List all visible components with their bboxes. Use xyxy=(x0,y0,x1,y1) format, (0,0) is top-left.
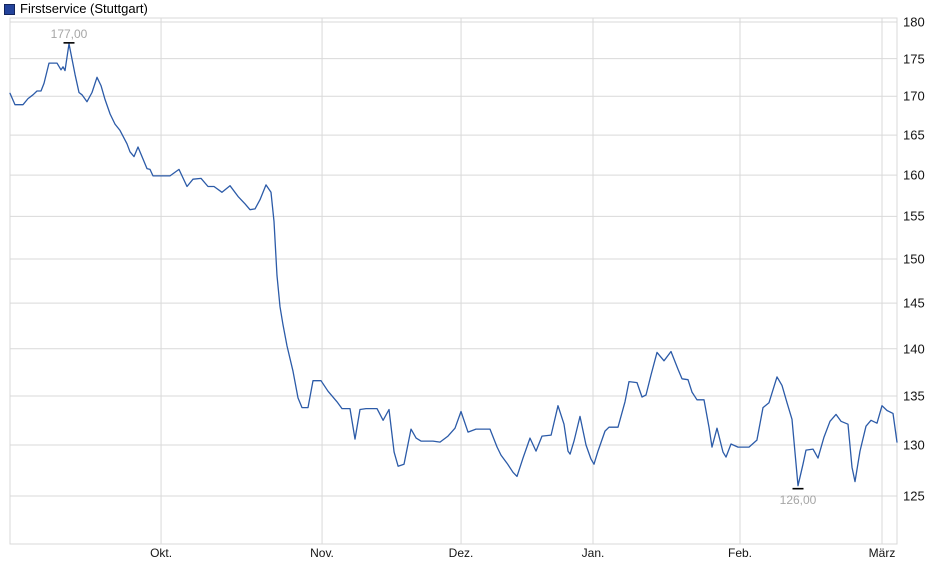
y-tick-label: 175 xyxy=(903,51,925,67)
y-tick-label: 150 xyxy=(903,251,925,267)
high-annotation: 177,00 xyxy=(50,26,88,41)
y-tick-label: 135 xyxy=(903,388,925,404)
x-tick-label: Okt. xyxy=(150,546,173,560)
y-tick-label: 140 xyxy=(903,341,925,357)
price-polyline xyxy=(9,43,898,487)
y-tick-label: 145 xyxy=(903,295,925,311)
legend: Firstservice (Stuttgart) xyxy=(4,2,148,16)
x-tick-label: Dez. xyxy=(448,546,474,560)
y-tick-label: 170 xyxy=(903,88,925,104)
plot-border xyxy=(9,17,898,545)
y-tick-label: 155 xyxy=(903,208,925,224)
series-color-swatch-icon xyxy=(4,3,15,15)
y-tick-label: 125 xyxy=(903,488,925,504)
y-tick-label: 165 xyxy=(903,127,925,143)
x-tick-label: Nov. xyxy=(310,546,334,560)
x-tick-label: Feb. xyxy=(727,546,753,560)
y-tick-label: 130 xyxy=(903,437,925,453)
low-annotation: 126,00 xyxy=(779,492,817,507)
y-tick-label: 160 xyxy=(903,167,925,183)
extreme-markers xyxy=(63,42,804,490)
x-tick-label: Jan. xyxy=(581,546,605,560)
x-tick-label: März xyxy=(868,546,896,560)
chart-title: Firstservice (Stuttgart) xyxy=(20,1,148,16)
gridlines xyxy=(9,17,898,545)
y-tick-label: 180 xyxy=(903,14,925,30)
price-line xyxy=(9,43,898,487)
